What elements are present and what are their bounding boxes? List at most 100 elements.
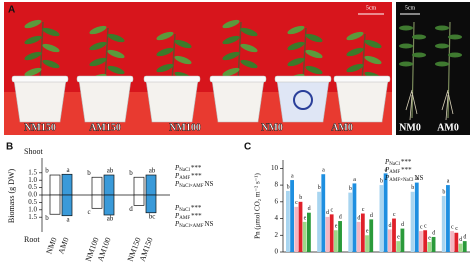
leaf bbox=[107, 33, 125, 43]
letter: c bbox=[420, 224, 423, 230]
inset-photo bbox=[396, 2, 470, 135]
stat-sig: *** bbox=[191, 212, 202, 220]
leaf bbox=[240, 59, 258, 69]
bar bbox=[286, 190, 290, 252]
letter: ab bbox=[107, 215, 114, 223]
pot-label: NM100 bbox=[169, 122, 201, 133]
leaf bbox=[399, 61, 413, 67]
shoot-bar bbox=[61, 173, 73, 196]
letter: b bbox=[45, 167, 49, 175]
bar bbox=[360, 213, 365, 252]
leaf bbox=[156, 31, 174, 41]
bar bbox=[317, 191, 321, 252]
stat-sub: NaCl bbox=[179, 208, 190, 213]
leaf bbox=[287, 25, 305, 35]
inset-label: NM0 bbox=[399, 122, 421, 133]
stat-sub: NaCl bbox=[389, 162, 400, 167]
stat-line: PNaCl*** bbox=[384, 158, 412, 168]
letter: e bbox=[304, 215, 307, 221]
letter: d bbox=[326, 210, 329, 216]
bar bbox=[325, 216, 330, 252]
leaf bbox=[42, 59, 60, 69]
pot-rim bbox=[209, 75, 267, 83]
pot bbox=[335, 79, 389, 123]
letter: c bbox=[295, 200, 298, 206]
stat-p: P bbox=[174, 204, 180, 212]
leaf bbox=[24, 67, 42, 77]
bar bbox=[379, 185, 384, 252]
bar bbox=[333, 230, 338, 252]
shoot-bar bbox=[49, 174, 61, 196]
leaf bbox=[222, 35, 240, 45]
y-tick-label: 10 bbox=[271, 164, 279, 172]
bar bbox=[396, 241, 401, 252]
leaf bbox=[24, 51, 42, 61]
stat-p: P bbox=[174, 180, 180, 188]
leaf bbox=[89, 25, 107, 35]
plants bbox=[11, 19, 462, 123]
letter: d bbox=[357, 215, 360, 221]
y-tick-label: 1.5 bbox=[28, 168, 37, 176]
stat-line: PNaCl×AMFNS bbox=[174, 180, 214, 190]
stat-sig: *** bbox=[401, 158, 412, 166]
letter: a bbox=[66, 215, 70, 223]
leaf bbox=[174, 55, 192, 65]
root-bar bbox=[49, 194, 61, 215]
stat-sig: *** bbox=[191, 172, 202, 180]
leaf bbox=[435, 25, 449, 31]
bar bbox=[427, 241, 432, 252]
y-tick-label: 4 bbox=[275, 214, 279, 222]
stat-line: PNaCl*** bbox=[174, 164, 202, 174]
leaf bbox=[412, 52, 426, 58]
stat-p: P bbox=[384, 174, 390, 182]
bar bbox=[458, 243, 463, 252]
leaf bbox=[107, 49, 125, 59]
shoot-bar bbox=[145, 174, 157, 196]
letter: e bbox=[366, 229, 369, 235]
y-tick-label: 1.0 bbox=[28, 176, 37, 184]
pot-label: NM150 bbox=[24, 122, 56, 133]
leaf bbox=[24, 19, 42, 29]
bar bbox=[392, 218, 396, 252]
stat-sig: NS bbox=[205, 220, 214, 228]
letter: a bbox=[322, 168, 325, 174]
bar bbox=[356, 221, 361, 252]
bar bbox=[298, 201, 303, 252]
letter: c bbox=[393, 212, 396, 218]
y-tick-label: 0.5 bbox=[28, 198, 37, 206]
leaf bbox=[240, 43, 258, 53]
leaf bbox=[24, 35, 42, 45]
letter: b bbox=[45, 214, 49, 222]
pot bbox=[145, 79, 199, 123]
bar bbox=[410, 191, 415, 252]
stat-line: PNaCl×AMFNS bbox=[174, 220, 214, 230]
leaf bbox=[222, 19, 240, 29]
leaf bbox=[42, 43, 60, 53]
bar bbox=[338, 221, 342, 252]
stat-sub: NaCl bbox=[179, 168, 190, 173]
letter: a bbox=[66, 166, 70, 174]
stat-p: P bbox=[174, 212, 180, 220]
stat-sig: *** bbox=[401, 166, 412, 174]
leaf bbox=[156, 63, 174, 73]
pot-rim bbox=[11, 75, 69, 83]
pot-label: AM0 bbox=[331, 122, 353, 133]
series-label: Root bbox=[24, 235, 40, 244]
leaf bbox=[399, 25, 413, 31]
stem bbox=[361, 33, 366, 83]
stat-p: P bbox=[174, 172, 180, 180]
bar bbox=[419, 231, 423, 252]
letter: e bbox=[428, 235, 431, 241]
stat-sig: *** bbox=[191, 164, 202, 172]
letter: d bbox=[370, 213, 373, 219]
leaf bbox=[346, 31, 364, 41]
stat-line: PNaCl*** bbox=[174, 204, 202, 214]
pot bbox=[211, 79, 265, 123]
stat-sub: AMF bbox=[179, 176, 190, 181]
stat-p: P bbox=[384, 158, 390, 166]
leaf bbox=[412, 34, 426, 40]
bar bbox=[441, 195, 446, 252]
leaf bbox=[89, 41, 107, 51]
stat-line: PAMF*** bbox=[174, 172, 202, 182]
stat-p: P bbox=[174, 164, 180, 172]
